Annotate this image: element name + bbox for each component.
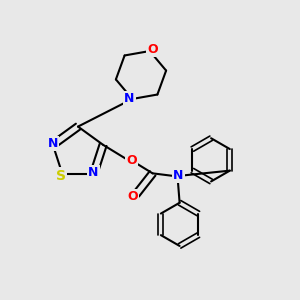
Text: O: O: [127, 190, 138, 203]
Text: S: S: [56, 169, 66, 183]
Text: N: N: [173, 169, 183, 182]
Text: N: N: [48, 137, 58, 150]
Text: O: O: [126, 154, 137, 167]
Text: N: N: [88, 167, 99, 179]
Text: N: N: [124, 92, 134, 106]
Text: O: O: [147, 43, 158, 56]
